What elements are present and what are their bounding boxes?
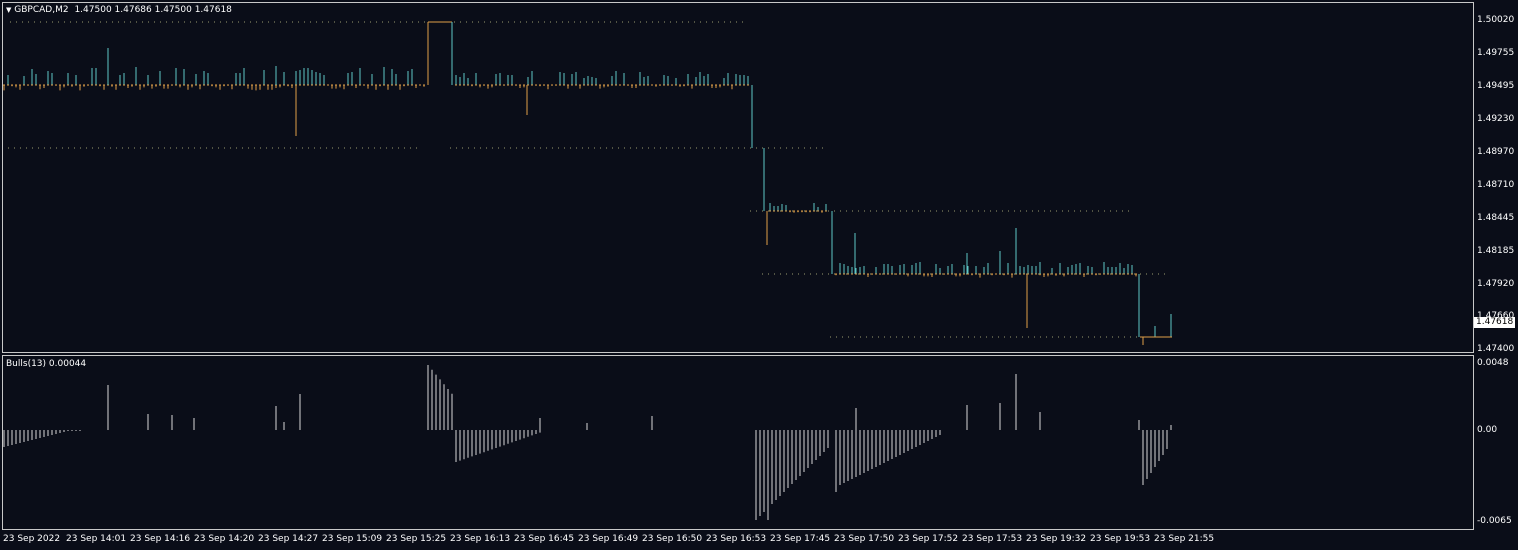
time-tick: 23 Sep 14:01 xyxy=(66,534,127,544)
time-tick: 23 Sep 15:09 xyxy=(322,534,383,544)
indicator-tick: 0.0048 xyxy=(1477,358,1509,368)
time-tick: 23 Sep 17:52 xyxy=(898,534,959,544)
time-tick: 23 Sep 16:53 xyxy=(706,534,767,544)
time-tick: 23 Sep 14:16 xyxy=(130,534,191,544)
time-tick: 23 Sep 17:50 xyxy=(834,534,895,544)
indicator-tick: 0.00 xyxy=(1477,425,1498,435)
time-tick: 23 Sep 16:13 xyxy=(450,534,511,544)
time-tick: 23 Sep 16:49 xyxy=(578,534,639,544)
time-tick: 23 Sep 21:55 xyxy=(1154,534,1215,544)
time-tick: 23 Sep 17:45 xyxy=(770,534,831,544)
price-tick: 1.49230 xyxy=(1477,114,1515,124)
time-tick: 23 Sep 15:25 xyxy=(386,534,447,544)
price-tick: 1.48970 xyxy=(1477,147,1515,157)
price-tick: 1.48710 xyxy=(1477,180,1515,190)
price-tick: 1.48185 xyxy=(1477,246,1515,256)
time-tick: 23 Sep 14:27 xyxy=(258,534,319,544)
current-price-label: 1.47618 xyxy=(1474,317,1516,328)
price-tick: 1.50020 xyxy=(1477,15,1515,25)
time-tick: 23 Sep 16:50 xyxy=(642,534,703,544)
indicator-pane[interactable] xyxy=(2,355,1474,530)
time-tick: 23 Sep 17:53 xyxy=(962,534,1023,544)
indicator-tick: -0.0065 xyxy=(1477,516,1512,526)
time-tick: 23 Sep 16:45 xyxy=(514,534,575,544)
time-tick: 23 Sep 19:32 xyxy=(1026,534,1087,544)
price-tick: 1.47400 xyxy=(1477,344,1515,354)
time-tick: 23 Sep 2022 xyxy=(3,534,61,544)
time-tick: 23 Sep 19:53 xyxy=(1090,534,1151,544)
ohlc-values: 1.47500 1.47686 1.47500 1.47618 xyxy=(74,5,232,15)
price-pane[interactable] xyxy=(2,2,1474,353)
price-tick: 1.47920 xyxy=(1477,279,1515,289)
symbol-label: GBPCAD,M2 xyxy=(14,5,69,15)
time-tick: 23 Sep 14:20 xyxy=(194,534,255,544)
price-tick: 1.47660 xyxy=(1477,311,1515,321)
price-tick: 1.49495 xyxy=(1477,81,1515,91)
price-tick: 1.49755 xyxy=(1477,48,1515,58)
triangle-down-icon[interactable]: ▼ xyxy=(6,6,12,14)
price-tick: 1.48445 xyxy=(1477,213,1515,223)
indicator-header: Bulls(13) 0.00044 xyxy=(6,359,87,369)
chart-header: ▼ GBPCAD,M2 1.47500 1.47686 1.47500 1.47… xyxy=(6,5,232,15)
